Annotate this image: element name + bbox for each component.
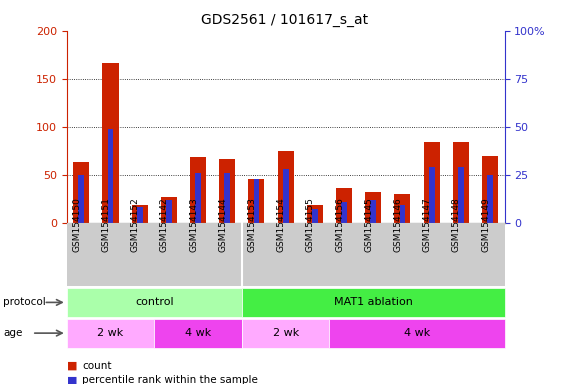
Text: GSM154155: GSM154155: [306, 197, 315, 252]
Bar: [341, 202, 347, 223]
Bar: [370, 200, 376, 223]
Bar: [307, 205, 323, 223]
Text: 4 wk: 4 wk: [404, 328, 430, 338]
Text: GSM154151: GSM154151: [102, 197, 110, 252]
Bar: [107, 129, 114, 223]
Text: 2 wk: 2 wk: [273, 328, 299, 338]
Bar: [190, 157, 206, 223]
Text: GSM154146: GSM154146: [393, 197, 403, 252]
Bar: [423, 142, 440, 223]
Text: percentile rank within the sample: percentile rank within the sample: [82, 375, 258, 384]
Text: protocol: protocol: [3, 297, 46, 308]
Bar: [278, 151, 293, 223]
Bar: [429, 167, 434, 223]
Text: GSM154147: GSM154147: [423, 197, 432, 252]
Text: GSM154149: GSM154149: [481, 197, 490, 252]
Text: GSM154154: GSM154154: [277, 197, 285, 252]
Text: 2 wk: 2 wk: [97, 328, 124, 338]
Bar: [166, 200, 172, 223]
Bar: [487, 175, 493, 223]
Bar: [482, 157, 498, 223]
Bar: [394, 194, 411, 223]
Bar: [282, 169, 289, 223]
Text: GSM154153: GSM154153: [248, 197, 256, 252]
Bar: [453, 142, 469, 223]
Bar: [458, 167, 464, 223]
Text: ■: ■: [67, 361, 77, 371]
Text: GSM154148: GSM154148: [452, 197, 461, 252]
Text: age: age: [3, 328, 22, 338]
Text: GSM154156: GSM154156: [335, 197, 344, 252]
Text: MAT1 ablation: MAT1 ablation: [334, 297, 412, 308]
Text: ■: ■: [67, 375, 77, 384]
Bar: [312, 209, 318, 223]
Text: GSM154143: GSM154143: [189, 197, 198, 252]
Bar: [73, 162, 89, 223]
Text: GSM154152: GSM154152: [130, 197, 140, 252]
Text: GSM154150: GSM154150: [72, 197, 81, 252]
Text: count: count: [82, 361, 112, 371]
Bar: [248, 179, 264, 223]
Bar: [132, 205, 148, 223]
Bar: [336, 188, 352, 223]
Bar: [365, 192, 381, 223]
Text: control: control: [135, 297, 173, 308]
Bar: [400, 205, 405, 223]
Bar: [161, 197, 177, 223]
Bar: [195, 173, 201, 223]
Text: 4 wk: 4 wk: [185, 328, 211, 338]
Text: GSM154145: GSM154145: [364, 197, 374, 252]
Bar: [137, 207, 143, 223]
Bar: [219, 159, 235, 223]
Text: GDS2561 / 101617_s_at: GDS2561 / 101617_s_at: [201, 13, 368, 27]
Text: GSM154144: GSM154144: [218, 197, 227, 252]
Bar: [78, 175, 84, 223]
Bar: [103, 63, 118, 223]
Text: GSM154142: GSM154142: [160, 197, 169, 252]
Bar: [224, 173, 230, 223]
Bar: [253, 179, 259, 223]
